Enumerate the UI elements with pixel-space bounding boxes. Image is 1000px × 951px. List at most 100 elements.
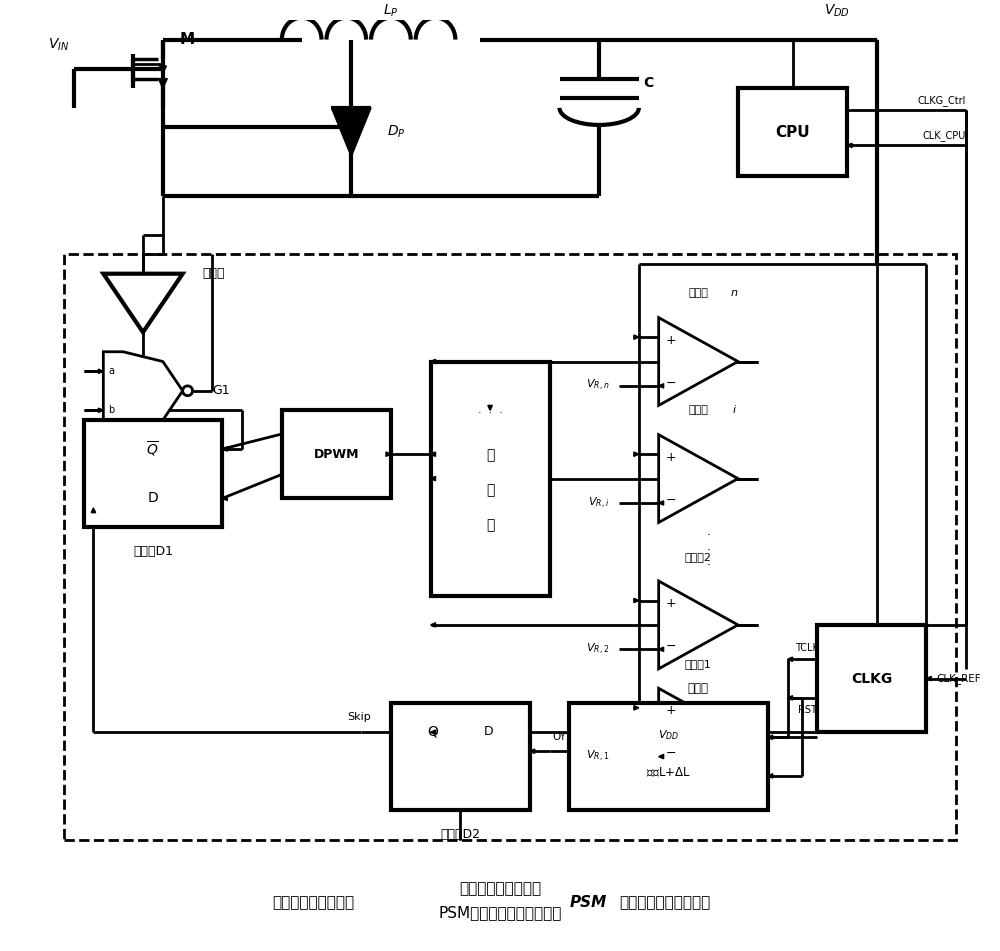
Polygon shape [659,318,738,405]
Text: C: C [644,76,654,90]
Polygon shape [788,696,793,700]
Polygon shape [431,730,436,734]
Text: CPU: CPU [775,125,810,140]
Bar [64,254,956,840]
Polygon shape [659,383,664,388]
Polygon shape [222,496,227,500]
Text: TCLK: TCLK [795,643,819,652]
Text: $V_{R,i}$: $V_{R,i}$ [588,495,609,511]
Bar [817,625,926,732]
Text: PSM模式自适应电压调节器: PSM模式自适应电压调节器 [438,905,562,921]
Text: 基于输出电压分段的: 基于输出电压分段的 [272,896,354,910]
Polygon shape [768,774,773,778]
Text: Skip: Skip [347,712,371,723]
Text: 基于输出电压分段的: 基于输出电压分段的 [459,881,541,896]
Text: 长度L+$\Delta$L: 长度L+$\Delta$L [646,767,691,780]
Polygon shape [634,706,639,710]
Polygon shape [659,501,664,505]
Polygon shape [103,352,183,430]
Text: CLK_REF: CLK_REF [936,673,981,684]
Text: 比较器1: 比较器1 [685,659,712,669]
Text: −: − [665,747,676,760]
Text: 编: 编 [486,448,494,462]
Bar [569,703,768,810]
Text: +: + [665,451,676,464]
Text: $V_{DD}$: $V_{DD}$ [824,2,850,18]
Text: 模式自适应电压调节器: 模式自适应电压调节器 [619,896,710,910]
Text: $V_{IN}$: $V_{IN}$ [48,36,69,52]
Text: 器: 器 [486,518,494,533]
Text: $D_P$: $D_P$ [387,124,405,141]
Text: M: M [180,32,195,48]
Text: +: + [665,705,676,717]
Text: $V_{DD}$: $V_{DD}$ [658,728,679,742]
Polygon shape [847,144,852,147]
Polygon shape [431,476,436,481]
Text: CLKG: CLKG [851,671,893,686]
Text: G1: G1 [212,384,230,398]
Text: 触发器D1: 触发器D1 [133,545,173,558]
Text: DPWM: DPWM [314,448,359,460]
Bar [431,361,550,595]
Polygon shape [634,598,639,603]
Polygon shape [659,647,664,651]
Text: $V_{R,n}$: $V_{R,n}$ [586,378,609,394]
Text: +: + [665,597,676,610]
Polygon shape [103,274,183,332]
Text: OY: OY [553,731,566,742]
Text: $V_{R,2}$: $V_{R,2}$ [586,642,609,657]
Polygon shape [488,405,492,410]
Polygon shape [431,623,436,627]
Polygon shape [431,359,436,363]
Text: n: n [731,288,738,299]
Polygon shape [530,749,535,753]
Text: i: i [732,405,736,416]
Bar [282,410,391,498]
Text: b: b [108,405,114,416]
Polygon shape [91,508,96,513]
Polygon shape [634,452,639,456]
Text: −: − [665,640,676,653]
Text: 触发器D2: 触发器D2 [440,828,480,841]
Bar [391,703,530,810]
Text: $\overline{Q}$: $\overline{Q}$ [146,439,159,458]
Polygon shape [634,335,639,340]
Polygon shape [158,79,167,88]
Polygon shape [926,676,931,681]
Text: 比较器: 比较器 [688,288,708,299]
Text: 码: 码 [486,483,494,497]
Polygon shape [768,735,773,740]
Polygon shape [659,689,738,776]
Polygon shape [431,452,436,456]
Text: $L_P$: $L_P$ [383,2,399,18]
Text: CLK_CPU: CLK_CPU [923,130,966,141]
Text: −: − [665,377,676,390]
Text: Q: Q [427,725,438,739]
Polygon shape [98,408,103,413]
Text: 比较器: 比较器 [688,405,708,416]
Polygon shape [659,754,664,759]
Text: PSM: PSM [569,896,607,910]
Text: D: D [148,492,158,505]
Bar [84,420,222,528]
Text: RST: RST [798,705,817,714]
Text: .
.
.: . . . [706,525,710,569]
Polygon shape [331,107,371,157]
Text: 比较器2: 比较器2 [685,552,712,562]
Text: 缓冲器: 缓冲器 [203,267,225,281]
Text: 延迟线: 延迟线 [688,682,709,695]
Circle shape [183,386,193,396]
Polygon shape [659,581,738,669]
Polygon shape [788,657,793,662]
Text: a: a [108,366,114,377]
Polygon shape [159,66,166,74]
Text: CLKG_Ctrl: CLKG_Ctrl [918,95,966,106]
Polygon shape [98,369,103,374]
Text: +: + [665,334,676,346]
Polygon shape [386,452,391,456]
Text: ·  ·  ·: · · · [478,408,503,418]
Bar [738,88,847,176]
Polygon shape [659,435,738,522]
Polygon shape [222,447,227,451]
Text: D: D [483,726,493,738]
